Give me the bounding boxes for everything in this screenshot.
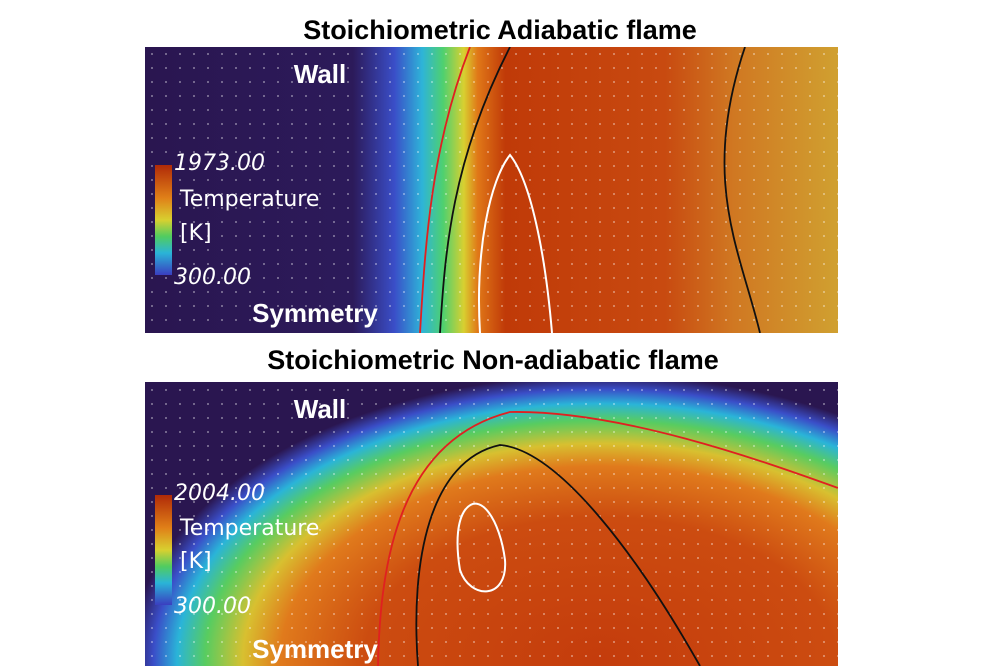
colorbar-min: 300.00 — [174, 265, 251, 290]
contour-line — [723, 47, 761, 333]
colorbar-quantity: Temperature — [179, 187, 319, 212]
colorbar-unit: [K] — [180, 221, 212, 246]
colorbar-max: 1973.00 — [174, 151, 265, 176]
contour-line — [377, 411, 838, 666]
wall-label: Wall — [294, 59, 346, 89]
contour-line — [478, 153, 553, 333]
contour-line — [439, 47, 511, 333]
colorbar — [155, 495, 172, 605]
colorbar-max: 2004.00 — [174, 481, 265, 506]
symmetry-label: Symmetry — [252, 298, 378, 328]
symmetry-label: Symmetry — [252, 634, 378, 664]
panel-title: Stoichiometric Non-adiabatic flame — [267, 345, 719, 375]
temperature-field — [145, 47, 838, 333]
colorbar-quantity: Temperature — [179, 516, 319, 541]
mesh-dots — [145, 382, 838, 666]
contour-line — [456, 502, 507, 593]
colorbar-unit: [K] — [180, 549, 212, 574]
colorbar — [155, 165, 172, 275]
temperature-field — [145, 382, 838, 666]
panel-title: Stoichiometric Adiabatic flame — [303, 15, 697, 45]
colorbar-min: 300.00 — [174, 594, 251, 619]
wall-label: Wall — [294, 394, 346, 424]
mesh-dots — [145, 47, 838, 333]
contour-line — [419, 47, 471, 333]
contour-line — [415, 444, 701, 666]
